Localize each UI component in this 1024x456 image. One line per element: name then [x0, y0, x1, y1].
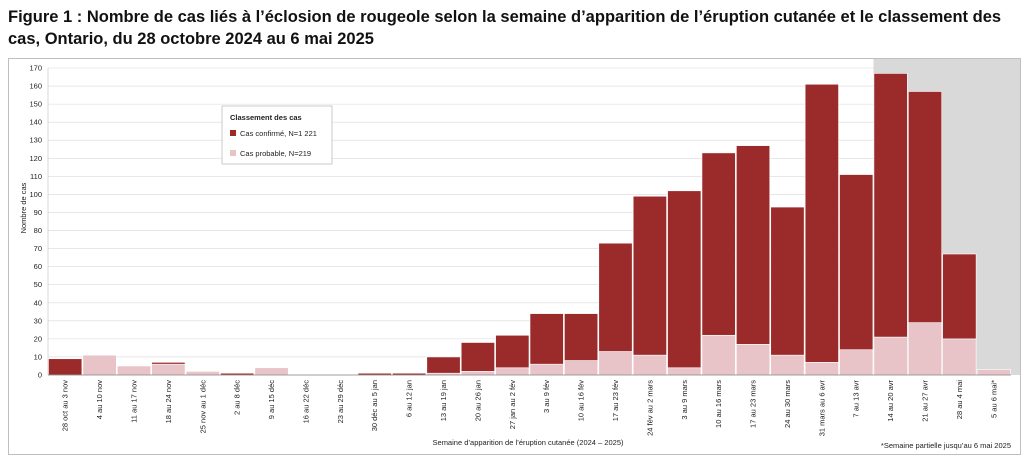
bar-confirmed — [151, 362, 186, 365]
bar-probable — [151, 363, 186, 376]
y-tick-label: 120 — [29, 154, 42, 163]
x-tick-label: 30 déc au 5 jan — [370, 380, 379, 431]
y-tick-label: 90 — [34, 208, 42, 217]
bar-probable — [701, 334, 736, 376]
bar-probable — [632, 354, 667, 376]
bar-confirmed — [770, 206, 805, 356]
x-axis-title: Semaine d’apparition de l’éruption cutan… — [433, 438, 624, 447]
x-tick-label: 28 au 4 mai — [955, 380, 964, 420]
y-tick-label: 0 — [38, 371, 42, 380]
x-tick-label: 10 au 16 fév — [577, 380, 586, 422]
bar-probable — [942, 338, 977, 376]
x-tick-label: 23 au 29 déc — [336, 380, 345, 424]
x-tick-label: 27 jan au 2 fév — [508, 380, 517, 429]
bar-probable — [495, 367, 530, 376]
x-tick-label: 5 au 6 mai* — [989, 380, 998, 418]
y-tick-label: 60 — [34, 262, 42, 271]
x-tick-label: 14 au 20 avr — [886, 380, 895, 422]
y-tick-label: 170 — [29, 64, 42, 73]
legend-swatch-confirmed — [230, 130, 236, 136]
x-tick-label: 3 au 9 mars — [680, 380, 689, 420]
bar-probable — [908, 322, 943, 376]
bar-probable — [460, 371, 495, 376]
x-tick-label: 17 au 23 mars — [749, 380, 758, 428]
x-tick-label: 24 au 30 mars — [783, 380, 792, 428]
bar-confirmed — [460, 342, 495, 372]
bar-probable — [82, 354, 117, 376]
bar-confirmed — [839, 174, 874, 351]
bar-probable — [736, 343, 771, 376]
bar-confirmed — [736, 145, 771, 345]
bar-confirmed — [529, 313, 564, 365]
footnote: *Semaine partielle jusqu’au 6 mai 2025 — [881, 441, 1011, 450]
bar-probable — [116, 365, 151, 376]
chart-container: 28 oct au 3 nov 4 au 10 nov 11 au 17 nov 18… — [8, 58, 1021, 455]
x-tick-label: 10 au 16 mars — [714, 380, 723, 428]
legend-swatch-probable — [230, 150, 236, 156]
bar-confirmed — [598, 242, 633, 352]
x-tick-label: 4 au 10 nov — [95, 380, 104, 419]
bar-confirmed — [908, 91, 943, 323]
bar-confirmed — [667, 190, 702, 369]
y-tick-label: 150 — [29, 100, 42, 109]
bar-confirmed — [426, 356, 461, 374]
y-tick-label: 140 — [29, 118, 42, 127]
x-tick-label: 3 au 9 fév — [542, 380, 551, 413]
x-tick-label: 21 au 27 avr — [921, 380, 930, 422]
bar-confirmed — [804, 83, 839, 363]
bar-probable — [185, 371, 220, 376]
bar-probable — [804, 362, 839, 376]
legend-box — [221, 105, 333, 165]
legend-label-probable: Cas probable, N=219 — [240, 149, 311, 158]
y-tick-label: 30 — [34, 316, 42, 325]
y-tick-label: 100 — [29, 190, 42, 199]
legend-title: Classement des cas — [230, 113, 302, 122]
bar-confirmed — [632, 195, 667, 356]
x-tick-label: 16 au 22 déc — [301, 380, 310, 424]
x-tick-label: 25 nov au 1 déc — [198, 380, 207, 434]
chart-svg: 28 oct au 3 nov 4 au 10 nov 11 au 17 nov 18… — [8, 58, 1021, 455]
bar-probable — [529, 363, 564, 376]
y-axis-title: Nombre de cas — [19, 182, 28, 233]
x-tick-label: 9 au 15 déc — [267, 380, 276, 419]
bar-confirmed — [873, 73, 908, 338]
bar-probable — [770, 354, 805, 376]
y-tick-label: 130 — [29, 136, 42, 145]
legend-label-confirmed: Cas confirmé, N=1 221 — [240, 129, 317, 138]
y-tick-label: 160 — [29, 82, 42, 91]
bar-confirmed — [48, 358, 83, 376]
figure-title: Figure 1 : Nombre de cas liés à l’éclosi… — [8, 8, 1002, 48]
x-tick-label: 17 au 23 fév — [611, 380, 620, 422]
bar-probable — [976, 369, 1011, 376]
bar-probable — [839, 349, 874, 376]
bar-confirmed — [564, 313, 599, 361]
x-tick-label: 18 au 24 nov — [164, 380, 173, 424]
y-tick-label: 80 — [34, 226, 42, 235]
x-tick-label: 28 oct au 3 nov — [61, 380, 70, 432]
y-tick-label: 50 — [34, 280, 42, 289]
bar-probable — [564, 360, 599, 376]
x-tick-label: 7 au 13 avr — [852, 380, 861, 418]
bar-probable — [254, 367, 289, 376]
x-tick-label: 13 au 19 jan — [439, 380, 448, 421]
y-tick-label: 10 — [34, 352, 42, 361]
x-tick-label: 6 au 12 jan — [405, 380, 414, 417]
bar-probable — [873, 336, 908, 376]
y-tick-label: 110 — [30, 172, 42, 181]
x-tick-label: 20 au 26 jan — [473, 380, 482, 421]
bar-confirmed — [495, 334, 530, 369]
bar-probable — [598, 351, 633, 376]
y-tick-label: 40 — [34, 298, 42, 307]
x-tick-label: 2 au 8 déc — [233, 380, 242, 415]
legend: Classement des cas Cas confirmé, N=1 221… — [221, 105, 333, 165]
bar-confirmed — [942, 253, 977, 340]
x-tick-label: 24 fév au 2 mars — [645, 380, 654, 436]
y-tick-label: 70 — [34, 244, 42, 253]
y-tick-label: 20 — [34, 334, 42, 343]
x-tick-label: 31 mars au 6 avr — [817, 380, 826, 437]
x-tick-label: 11 au 17 nov — [129, 380, 138, 423]
bar-confirmed — [701, 152, 736, 336]
bar-probable — [667, 367, 702, 376]
